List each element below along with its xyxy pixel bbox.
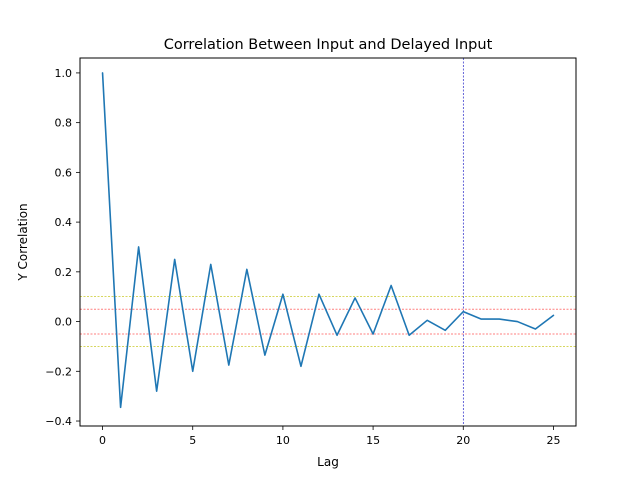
y-axis-label: Y Correlation [16, 203, 30, 281]
x-tick-label: 10 [276, 434, 290, 447]
chart-title: Correlation Between Input and Delayed In… [164, 37, 493, 53]
y-tick-label: 0.2 [55, 266, 73, 279]
y-axis: −0.4 −0.2 0.0 0.2 0.4 0.6 0.8 1.0 [45, 67, 80, 428]
y-tick-label: 0.6 [55, 166, 73, 179]
x-axis-label: Lag [317, 455, 339, 469]
y-tick-label: 0.0 [55, 316, 73, 329]
x-tick-label: 25 [546, 434, 560, 447]
x-tick-label: 15 [366, 434, 380, 447]
x-tick-label: 5 [189, 434, 196, 447]
series-line-0 [103, 73, 554, 407]
x-axis: 0 5 10 15 20 25 [99, 426, 560, 447]
y-tick-label: 0.8 [55, 117, 73, 130]
x-tick-label: 0 [99, 434, 106, 447]
y-tick-label: 0.4 [55, 216, 73, 229]
y-tick-label: −0.2 [45, 365, 72, 378]
series-layer [103, 73, 554, 407]
y-tick-label: −0.4 [45, 415, 72, 428]
y-tick-label: 1.0 [55, 67, 73, 80]
x-tick-label: 20 [456, 434, 470, 447]
